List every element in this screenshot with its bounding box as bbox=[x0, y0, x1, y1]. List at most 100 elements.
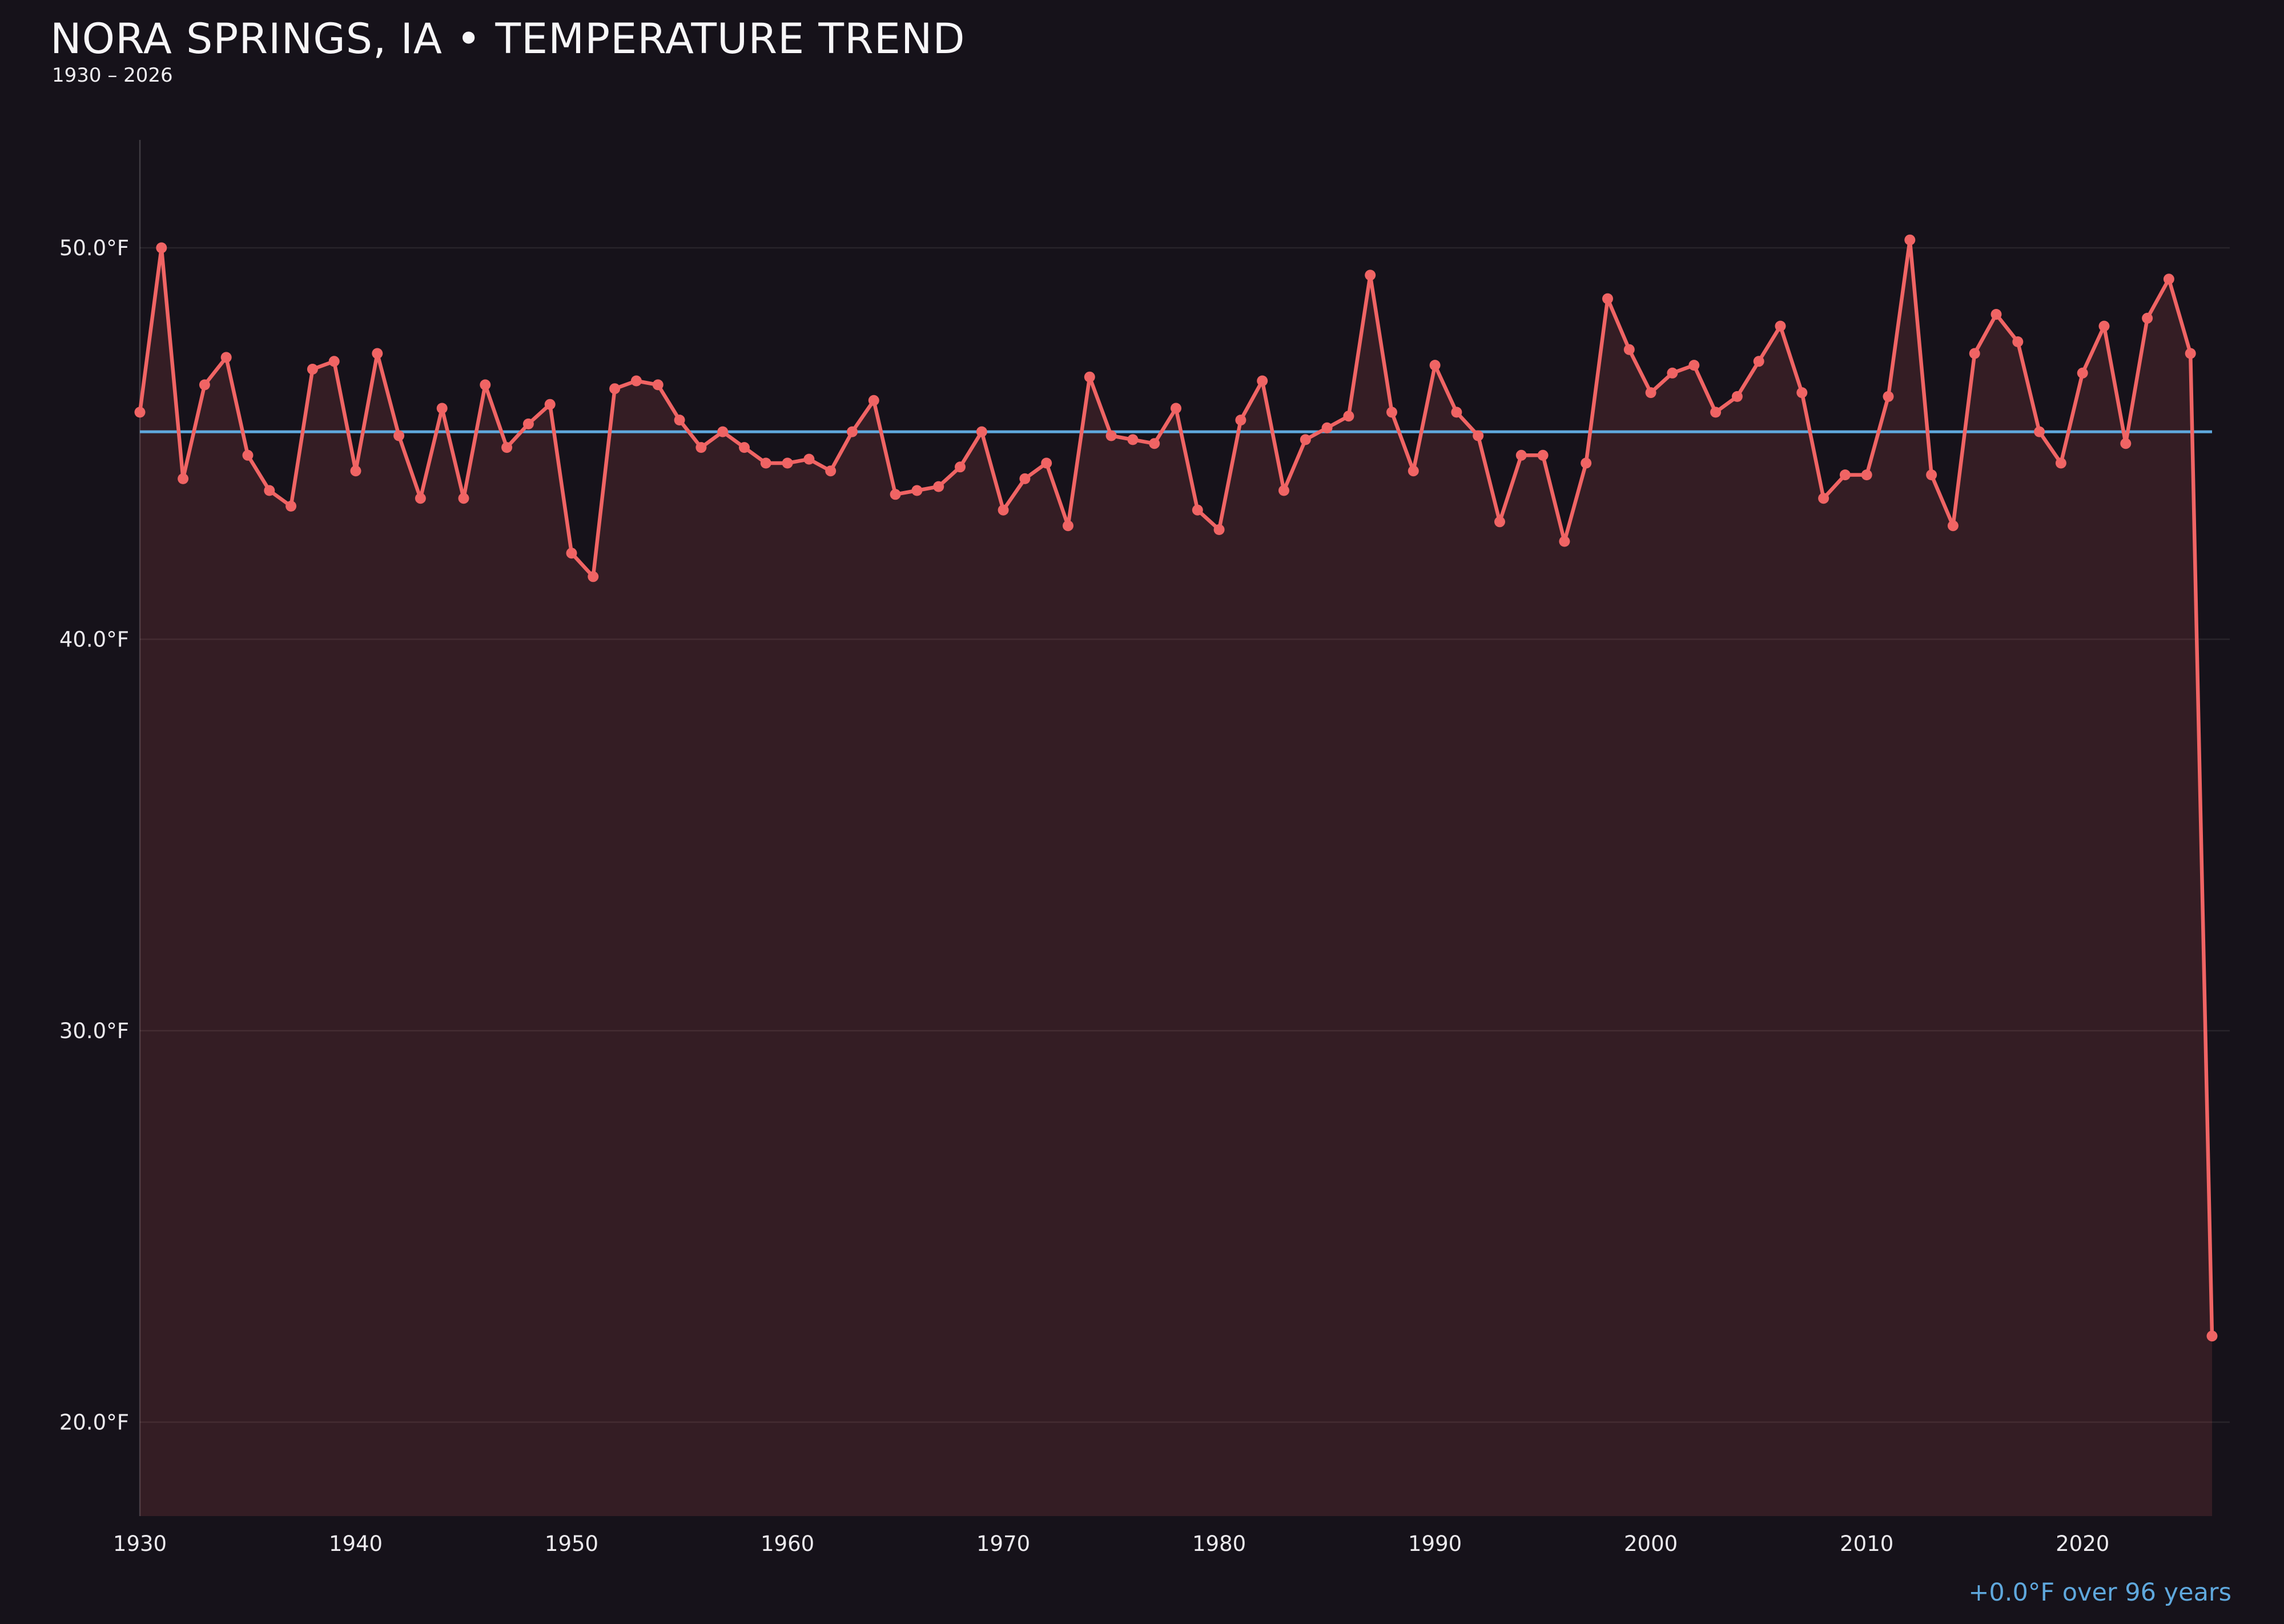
data-point bbox=[695, 442, 707, 453]
x-tick-label: 1990 bbox=[1408, 1531, 1462, 1556]
data-point bbox=[1559, 536, 1570, 547]
y-axis-labels: 50.0°F 40.0°F 30.0°F 20.0°F bbox=[59, 236, 129, 1435]
data-point bbox=[1429, 360, 1441, 371]
data-point bbox=[1343, 411, 1354, 422]
data-point bbox=[436, 403, 448, 414]
data-point bbox=[1710, 407, 1722, 418]
x-tick-label: 1940 bbox=[329, 1531, 383, 1556]
data-point bbox=[760, 457, 771, 469]
data-point bbox=[2185, 348, 2196, 359]
data-point bbox=[1926, 469, 1937, 481]
x-tick-label: 1930 bbox=[113, 1531, 167, 1556]
data-point bbox=[1731, 391, 1743, 402]
data-point bbox=[307, 364, 318, 375]
data-point bbox=[1494, 516, 1505, 528]
data-point bbox=[458, 493, 469, 504]
data-point bbox=[1300, 434, 1311, 445]
data-point bbox=[2098, 320, 2110, 332]
data-point bbox=[286, 500, 297, 512]
data-point bbox=[1796, 387, 1808, 399]
data-point bbox=[1991, 309, 2002, 320]
data-point bbox=[220, 352, 232, 363]
x-tick-label: 2010 bbox=[1840, 1531, 1893, 1556]
data-point bbox=[1581, 457, 1592, 469]
data-point bbox=[1753, 356, 1764, 367]
x-tick-label: 2020 bbox=[2056, 1531, 2109, 1556]
data-point bbox=[652, 379, 664, 391]
data-point bbox=[1688, 360, 1700, 371]
data-point bbox=[1839, 469, 1851, 481]
x-tick-label: 1980 bbox=[1192, 1531, 1246, 1556]
data-point bbox=[1947, 520, 1959, 532]
data-point bbox=[674, 415, 685, 426]
data-point bbox=[1408, 465, 1419, 477]
data-point bbox=[1321, 422, 1333, 433]
y-tick-label: 50.0°F bbox=[59, 236, 129, 260]
data-point bbox=[803, 453, 815, 465]
data-point bbox=[1365, 270, 1376, 281]
data-point bbox=[1171, 403, 1181, 414]
x-tick-label: 1960 bbox=[761, 1531, 814, 1556]
data-point bbox=[1278, 485, 1289, 496]
data-point bbox=[522, 418, 534, 429]
data-point bbox=[1645, 387, 1656, 399]
data-point bbox=[868, 395, 879, 406]
x-tick-label: 2000 bbox=[1624, 1531, 1678, 1556]
data-point bbox=[1041, 457, 1052, 469]
data-point bbox=[1883, 391, 1894, 402]
x-axis-labels: 1930 1940 1950 1960 1970 1980 1990 2000 2010 2020 bbox=[113, 1531, 2109, 1556]
data-point bbox=[2120, 438, 2132, 449]
data-point bbox=[717, 426, 729, 437]
data-point bbox=[328, 356, 340, 367]
data-point bbox=[1149, 438, 1160, 449]
data-point bbox=[847, 426, 858, 437]
data-point bbox=[264, 485, 275, 496]
data-point bbox=[372, 348, 383, 359]
data-point bbox=[544, 399, 556, 410]
data-point bbox=[1451, 407, 1462, 418]
data-point bbox=[242, 449, 254, 461]
data-point bbox=[2163, 274, 2174, 285]
data-point bbox=[1623, 344, 1635, 355]
data-point bbox=[1127, 434, 1139, 445]
data-point bbox=[1473, 430, 1484, 441]
data-points bbox=[134, 234, 2218, 1342]
data-point bbox=[739, 442, 750, 453]
data-point bbox=[1257, 375, 1268, 387]
data-point bbox=[134, 407, 146, 418]
data-point bbox=[782, 457, 793, 469]
data-point bbox=[890, 489, 901, 500]
y-tick-label: 30.0°F bbox=[59, 1019, 129, 1043]
data-point bbox=[480, 379, 491, 391]
data-point bbox=[1063, 520, 1073, 532]
data-point bbox=[976, 426, 987, 437]
data-point bbox=[2012, 336, 2024, 347]
data-point bbox=[1602, 293, 1613, 304]
data-point bbox=[2055, 457, 2066, 469]
data-point bbox=[501, 442, 513, 453]
data-point bbox=[955, 461, 966, 473]
data-point bbox=[1537, 449, 1549, 461]
data-point bbox=[1019, 473, 1031, 484]
data-point bbox=[1775, 320, 1786, 332]
data-point bbox=[630, 375, 642, 387]
data-point bbox=[566, 548, 577, 559]
data-point bbox=[1084, 371, 1095, 383]
data-point bbox=[178, 473, 189, 484]
x-tick-label: 1970 bbox=[976, 1531, 1030, 1556]
data-point bbox=[1213, 524, 1225, 535]
data-point bbox=[588, 571, 599, 582]
chart-title: NORA SPRINGS, IA • TEMPERATURE TREND bbox=[50, 15, 966, 63]
data-point bbox=[2206, 1330, 2218, 1342]
data-point bbox=[1818, 493, 1829, 504]
data-point bbox=[415, 493, 426, 504]
data-point bbox=[1105, 430, 1117, 441]
data-point bbox=[2077, 367, 2088, 379]
data-point bbox=[393, 430, 405, 441]
gridlines bbox=[140, 247, 2230, 1423]
data-point bbox=[1904, 234, 1916, 246]
data-point bbox=[1861, 469, 1872, 481]
data-point bbox=[1235, 415, 1246, 426]
